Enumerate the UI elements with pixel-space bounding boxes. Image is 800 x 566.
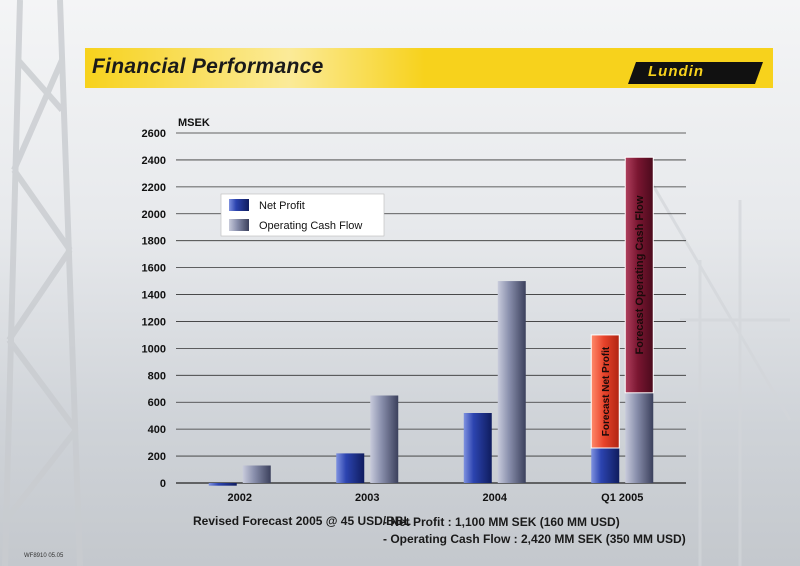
y-axis-ticks: 0 200 400 600 800 1000 1200 1400 1600 1800 2000 220…	[142, 128, 166, 490]
chart-bars: Forecast Net Profit Forecast Operating Ca…	[208, 156, 654, 486]
bar-net-profit	[591, 448, 620, 483]
y-tick-label: 1200	[142, 316, 166, 328]
y-tick-label: 2600	[142, 128, 166, 140]
x-axis-ticks: 2002 2003 2004 Q1 2005	[228, 492, 644, 504]
y-tick-label: 400	[148, 424, 166, 436]
forecast-net-profit-line: - Net Profit : 1,100 MM SEK (160 MM USD)	[383, 515, 620, 529]
y-tick-label: 1000	[142, 343, 166, 355]
y-tick-label: 1800	[142, 236, 166, 248]
y-tick-label: 600	[148, 397, 166, 409]
y-tick-label: 2000	[142, 209, 166, 221]
forecast-bar	[590, 334, 620, 449]
x-tick-label: Q1 2005	[601, 492, 643, 504]
legend-swatch	[229, 199, 249, 211]
legend-label: Operating Cash Flow	[259, 220, 362, 232]
bar-operating-cash-flow	[625, 392, 654, 483]
legend-swatch	[229, 219, 249, 231]
y-tick-label: 800	[148, 370, 166, 382]
y-tick-label: 1400	[142, 290, 166, 302]
forecast-label: Revised Forecast 2005 @ 45 USD/BBL	[193, 514, 411, 528]
forecast-bar	[624, 156, 654, 394]
bar-operating-cash-flow	[497, 281, 526, 483]
document-code: WF8910 05.05	[24, 553, 64, 559]
y-tick-label: 0	[160, 478, 166, 490]
forecast-bar-label: Forecast Net Profit	[601, 346, 612, 436]
title-banner-highlight	[85, 48, 425, 88]
x-tick-label: 2004	[483, 492, 508, 504]
y-tick-label: 200	[148, 451, 166, 463]
bar-net-profit	[208, 483, 237, 486]
lundin-logo	[628, 62, 763, 84]
bar-net-profit	[336, 453, 365, 483]
logo-text: Lundin	[648, 63, 704, 80]
y-axis-label: MSEK	[178, 117, 210, 129]
legend-label: Net Profit	[259, 200, 305, 212]
y-tick-label: 2400	[142, 155, 166, 167]
page-title: Financial Performance	[92, 55, 324, 78]
x-tick-label: 2002	[228, 492, 252, 504]
y-tick-label: 1600	[142, 263, 166, 275]
forecast-bar-label: Forecast Operating Cash Flow	[634, 195, 646, 354]
chart-legend: Net Profit Operating Cash Flow	[220, 193, 385, 237]
x-tick-label: 2003	[355, 492, 379, 504]
bar-operating-cash-flow	[370, 395, 399, 483]
bar-net-profit	[463, 413, 492, 483]
forecast-details: - Net Profit : 1,100 MM SEK (160 MM USD)…	[383, 514, 686, 548]
forecast-cash-flow-line: - Operating Cash Flow : 2,420 MM SEK (35…	[383, 532, 686, 546]
bar-operating-cash-flow	[242, 465, 271, 483]
y-tick-label: 2200	[142, 182, 166, 194]
